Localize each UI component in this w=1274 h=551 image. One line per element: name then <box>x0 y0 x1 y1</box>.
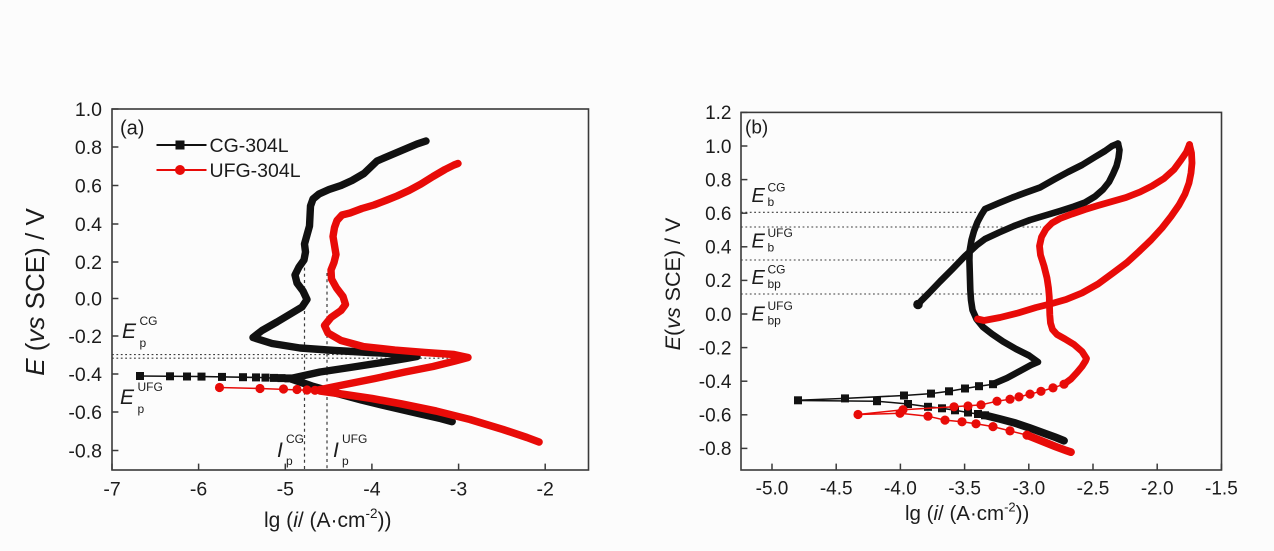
svg-text:CG: CG <box>286 432 304 446</box>
svg-text:-0.2: -0.2 <box>68 326 102 348</box>
svg-text:-0.2: -0.2 <box>699 338 732 359</box>
svg-text:-2.5: -2.5 <box>1077 479 1110 500</box>
svg-text:UFG: UFG <box>768 226 793 240</box>
svg-text:-5.0: -5.0 <box>756 479 789 500</box>
svg-text:UFG: UFG <box>768 299 793 313</box>
svg-text:-0.8: -0.8 <box>68 441 102 463</box>
svg-text:-0.8: -0.8 <box>699 439 732 460</box>
svg-text:0.8: 0.8 <box>705 170 731 191</box>
svg-text:0.0: 0.0 <box>75 289 102 311</box>
svg-text:-0.6: -0.6 <box>699 406 732 427</box>
svg-text:-7: -7 <box>103 479 120 501</box>
svg-text:CG: CG <box>140 314 158 328</box>
svg-text:0.6: 0.6 <box>705 204 731 225</box>
svg-text:UFG: UFG <box>342 432 367 446</box>
svg-text:0.8: 0.8 <box>75 137 102 159</box>
svg-text:(b): (b) <box>745 118 768 139</box>
svg-text:E: E <box>752 267 766 289</box>
svg-text:-2.0: -2.0 <box>1141 479 1174 500</box>
svg-text:p: p <box>286 454 293 468</box>
svg-text:b: b <box>768 240 775 254</box>
svg-text:1.0: 1.0 <box>705 137 731 158</box>
svg-text:(a): (a) <box>120 118 144 140</box>
svg-text:E(vs SCE) / V: E(vs SCE) / V <box>661 217 685 350</box>
svg-text:CG-304L: CG-304L <box>210 135 289 157</box>
svg-text:-5: -5 <box>277 479 294 501</box>
svg-text:0.2: 0.2 <box>75 252 102 274</box>
svg-text:-4.5: -4.5 <box>820 479 853 500</box>
svg-text:-3: -3 <box>450 479 467 501</box>
svg-text:UFG-304L: UFG-304L <box>210 160 301 182</box>
svg-text:-6: -6 <box>190 479 207 501</box>
svg-text:-3.0: -3.0 <box>1012 479 1045 500</box>
svg-text:UFG: UFG <box>138 380 163 394</box>
svg-text:-0.6: -0.6 <box>68 402 102 424</box>
svg-text:0.0: 0.0 <box>705 305 731 326</box>
svg-text:0.6: 0.6 <box>75 176 102 198</box>
svg-text:p: p <box>342 454 349 468</box>
svg-text:I: I <box>333 439 339 462</box>
svg-text:0.4: 0.4 <box>705 238 732 259</box>
svg-text:1.0: 1.0 <box>75 99 102 121</box>
svg-text:CG: CG <box>768 181 786 195</box>
svg-text:p: p <box>140 336 147 350</box>
svg-text:-1.5: -1.5 <box>1205 479 1238 500</box>
svg-text:CG: CG <box>768 263 786 277</box>
svg-text:-0.4: -0.4 <box>699 372 732 393</box>
svg-text:-4.0: -4.0 <box>884 479 917 500</box>
svg-text:I: I <box>277 439 283 462</box>
svg-text:1.2: 1.2 <box>705 103 731 124</box>
svg-text:p: p <box>138 402 145 416</box>
svg-text:bp: bp <box>768 277 782 291</box>
svg-text:b: b <box>768 195 775 209</box>
svg-text:E: E <box>752 304 766 326</box>
svg-text:E (vs SCE) / V: E (vs SCE) / V <box>20 208 50 376</box>
svg-text:bp: bp <box>768 314 782 328</box>
svg-text:E: E <box>122 320 137 343</box>
svg-text:E: E <box>752 185 766 207</box>
svg-text:-4: -4 <box>363 479 380 501</box>
svg-text:-0.4: -0.4 <box>68 364 102 386</box>
svg-text:-2: -2 <box>537 479 554 501</box>
svg-text:0.4: 0.4 <box>75 214 102 236</box>
svg-text:E: E <box>752 230 766 252</box>
svg-text:0.2: 0.2 <box>705 271 731 292</box>
svg-text:E: E <box>120 386 135 409</box>
svg-text:-3.5: -3.5 <box>948 479 981 500</box>
